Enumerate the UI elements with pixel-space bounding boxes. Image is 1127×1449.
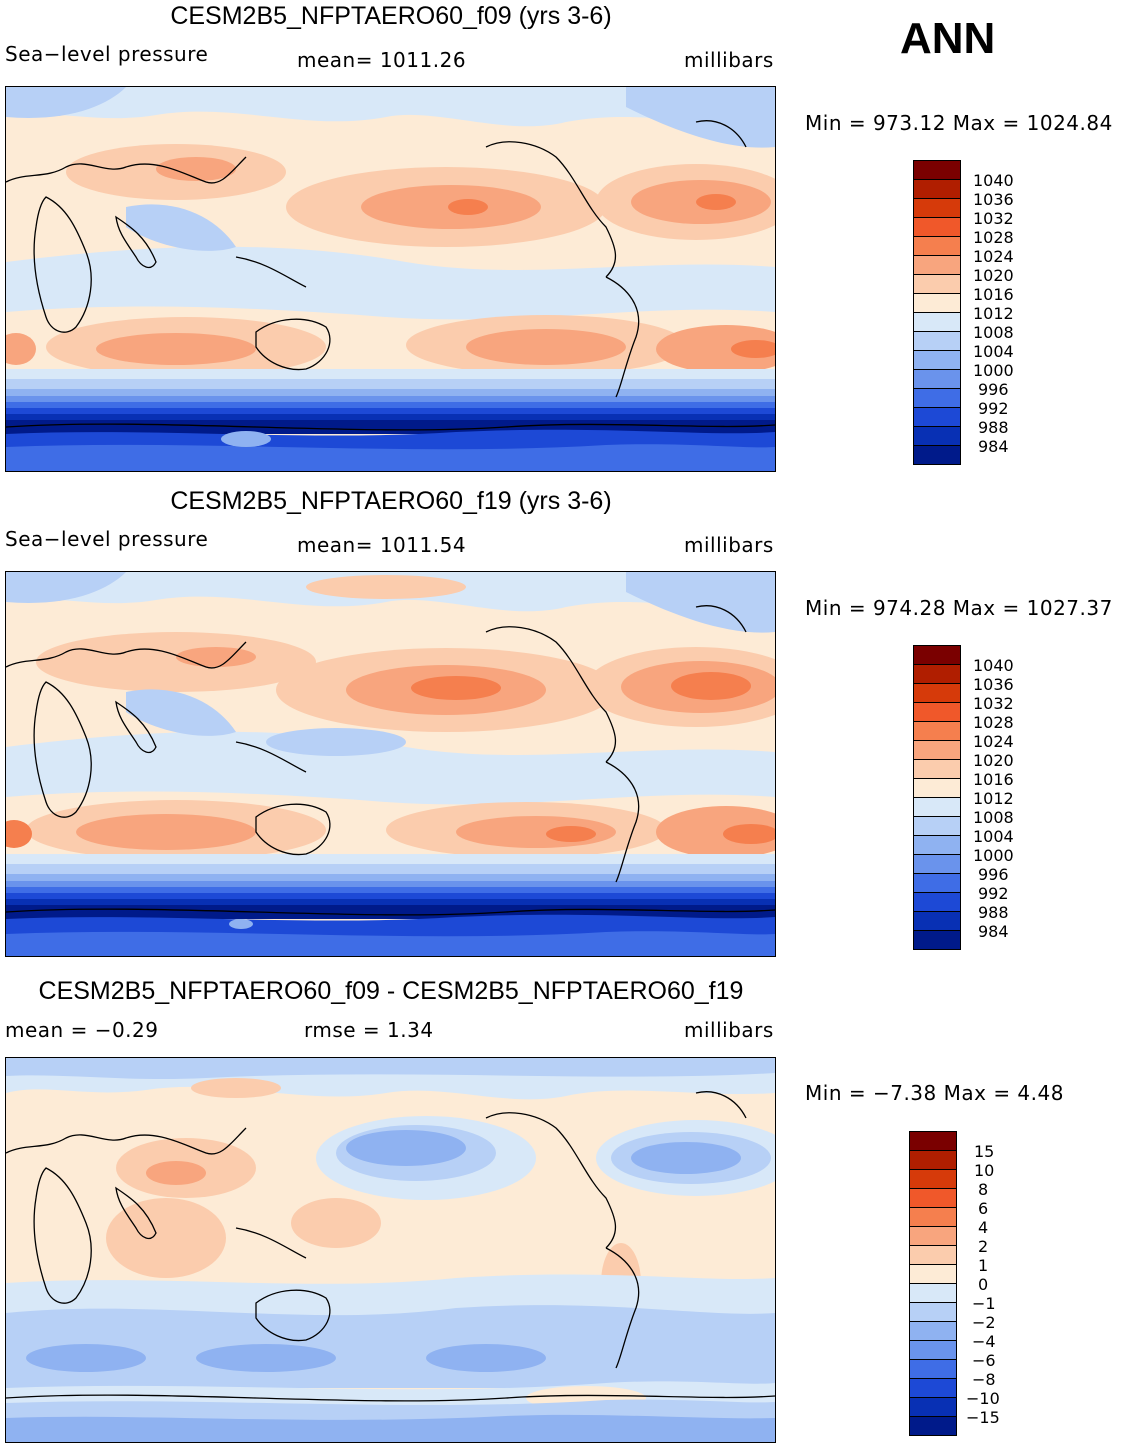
panel3-mean-label: mean = −0.29 [5, 1018, 159, 1042]
panel3-rmse-label: rmse = 1.34 [304, 1018, 434, 1042]
panel1-cb-label: 1032 [973, 209, 1014, 228]
panel1-cb-label: 1020 [973, 266, 1014, 285]
panel1-map-svg [6, 87, 775, 471]
panel3-cb-label: −2 [972, 1313, 996, 1332]
panel3-cb-label: 6 [978, 1199, 989, 1218]
panel3-cb-label: 1 [978, 1256, 989, 1275]
panel3-cb-label: −4 [972, 1332, 996, 1351]
panel2-units-label: millibars [684, 533, 774, 557]
panel1-title: CESM2B5_NFPTAERO60_f09 (yrs 3-6) [170, 2, 612, 30]
panel2-variable-label: Sea−level pressure [5, 527, 209, 551]
panel1-mean-label: mean= 1011.26 [297, 48, 467, 72]
panel3-cb-label: −8 [972, 1370, 996, 1389]
panel1-cb-label: 1012 [973, 304, 1014, 323]
panel3-title: CESM2B5_NFPTAERO60_f09 - CESM2B5_NFPTAER… [38, 977, 744, 1005]
panel3-cb-label: 4 [978, 1218, 989, 1237]
panel1-minmax: Min = 973.12 Max = 1024.84 [805, 111, 1113, 135]
panel2-cb-label: 1004 [973, 827, 1014, 846]
panel2-cb-label: 996 [978, 865, 1009, 884]
panel1-cb-label: 1016 [973, 285, 1014, 304]
panel3-cb-label: 10 [974, 1161, 995, 1180]
panel2-cb-label: 992 [978, 884, 1009, 903]
panel3-cb-label: −1 [972, 1294, 996, 1313]
panel3-cb-label: 0 [978, 1275, 989, 1294]
panel2-cb-label: 988 [978, 903, 1009, 922]
panel2-cb-label: 1032 [973, 694, 1014, 713]
panel2-title: CESM2B5_NFPTAERO60_f19 (yrs 3-6) [170, 487, 612, 515]
panel1-cb-label: 1004 [973, 342, 1014, 361]
panel3-cb-label: −6 [972, 1351, 996, 1370]
panel3-cb-label: −15 [966, 1408, 1000, 1427]
panel1-cb-label: 1036 [973, 190, 1014, 209]
panel3-cb-label: 2 [978, 1237, 989, 1256]
panel2-cb-label: 1028 [973, 713, 1014, 732]
panel2-map [5, 571, 776, 957]
panel1-map [5, 86, 776, 472]
panel1-units-label: millibars [684, 48, 774, 72]
panel2-mean-label: mean= 1011.54 [297, 533, 467, 557]
panel1-cb-label: 984 [978, 437, 1009, 456]
panel3-units-label: millibars [684, 1018, 774, 1042]
panel3-cb-label: −10 [966, 1389, 1000, 1408]
panel2-cb-label: 1012 [973, 789, 1014, 808]
panel3-cb-label: 8 [978, 1180, 989, 1199]
panel2-cb-label: 1040 [973, 656, 1014, 675]
panel3-map-svg [6, 1058, 775, 1442]
panel2-colorbar [913, 645, 961, 950]
panel1-cb-label: 1000 [973, 361, 1014, 380]
panel2-cb-label: 1008 [973, 808, 1014, 827]
panel1-cb-label: 992 [978, 399, 1009, 418]
panel1-cb-label: 988 [978, 418, 1009, 437]
panel2-cb-label: 984 [978, 922, 1009, 941]
panel1-cb-label: 1008 [973, 323, 1014, 342]
panel1-colorbar [913, 160, 961, 465]
panel2-cb-label: 1000 [973, 846, 1014, 865]
panel3-colorbar [909, 1131, 957, 1436]
panel2-cb-label: 1036 [973, 675, 1014, 694]
panel2-cb-label: 1024 [973, 732, 1014, 751]
panel1-cb-label: 1040 [973, 171, 1014, 190]
panel3-map [5, 1057, 776, 1443]
panel2-map-svg [6, 572, 775, 956]
panel2-cb-label: 1016 [973, 770, 1014, 789]
panel1-variable-label: Sea−level pressure [5, 42, 209, 66]
panel3-cb-label: 15 [974, 1142, 995, 1161]
panel2-cb-label: 1020 [973, 751, 1014, 770]
panel1-cb-label: 1024 [973, 247, 1014, 266]
panel1-cb-label: 996 [978, 380, 1009, 399]
panel1-cb-label: 1028 [973, 228, 1014, 247]
panel3-minmax: Min = −7.38 Max = 4.48 [805, 1081, 1064, 1105]
season-label: ANN [900, 14, 996, 63]
panel2-minmax: Min = 974.28 Max = 1027.37 [805, 596, 1113, 620]
